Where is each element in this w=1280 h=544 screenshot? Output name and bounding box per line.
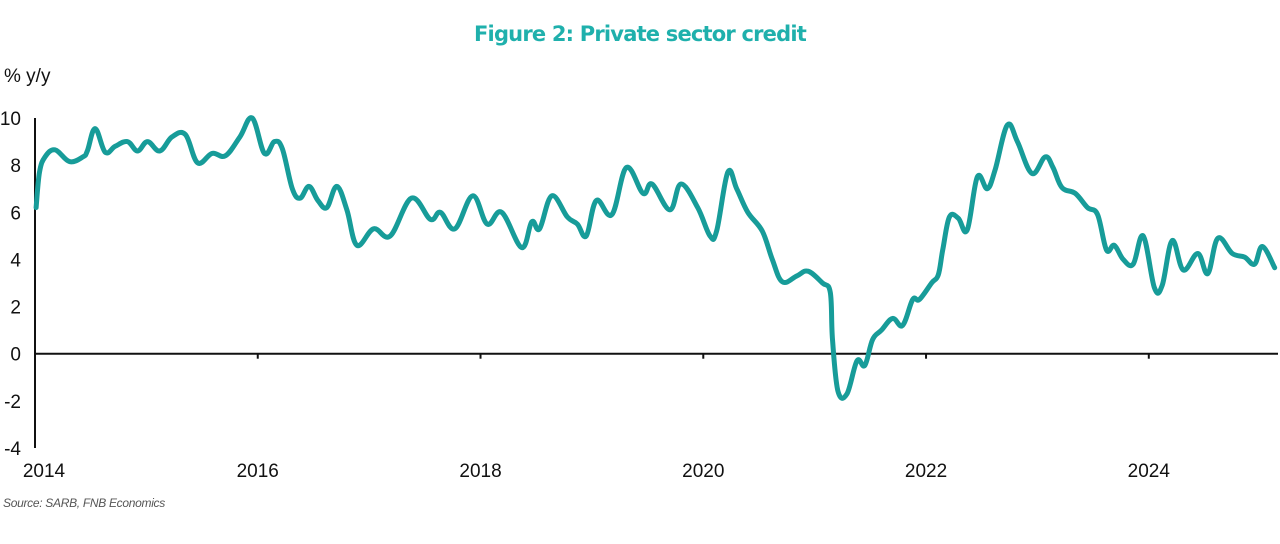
x-tick-labels: 2014 2016 2018 2020 2022 2024	[23, 461, 1171, 482]
y-tick-label: 6	[10, 203, 21, 224]
x-tick-label: 2018	[459, 461, 501, 482]
y-tick-label: 10	[0, 109, 21, 130]
x-tick-label: 2014	[23, 461, 66, 482]
y-tick-label: -4	[4, 439, 21, 460]
y-tick-label: 4	[10, 250, 21, 271]
y-tick-labels: 10 8 6 4 2 0 -2 -4	[0, 109, 21, 460]
series-group	[33, 115, 1278, 401]
y-tick-label: 0	[10, 345, 21, 366]
y-tick-label: 8	[10, 156, 21, 177]
x-tick-label: 2022	[905, 461, 947, 482]
chart-title: Figure 2: Private sector credit	[474, 22, 807, 46]
source-note: Source: SARB, FNB Economics	[3, 496, 165, 510]
y-axis-label: % y/y	[4, 66, 51, 87]
y-tick-label: -2	[4, 392, 21, 413]
x-tick-label: 2020	[682, 461, 724, 482]
x-tick-label: 2016	[237, 461, 279, 482]
y-tick-label: 2	[10, 298, 21, 319]
series-line-private-sector-credit	[33, 115, 1278, 401]
axes	[34, 118, 1278, 448]
x-tick-label: 2024	[1128, 461, 1171, 482]
